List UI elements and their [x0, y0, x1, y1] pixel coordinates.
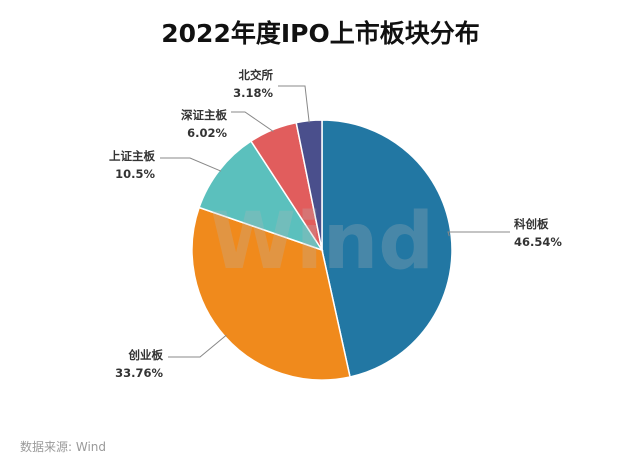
leader-line	[447, 231, 510, 237]
slice-value-label: 10.5%	[115, 167, 155, 181]
leader-line	[231, 111, 274, 133]
slice-label: 上证主板	[109, 149, 155, 163]
source-note: 数据来源: Wind	[20, 440, 107, 454]
chart-title: 2022年度IPO上市板块分布	[161, 19, 480, 48]
slice-labels: 科创板 46.54% 创业板 33.76% 上证主板 10.5% 深证主板 6.02% 北交所 3…	[109, 68, 562, 380]
pie-slices	[191, 119, 453, 381]
leader-line	[168, 334, 227, 358]
slice-value-label: 6.02%	[187, 126, 227, 140]
slice-label: 深证主板	[181, 108, 227, 122]
slice-label: 科创板	[514, 217, 549, 231]
slice-value-label: 3.18%	[233, 86, 273, 100]
watermark: Wind	[210, 197, 434, 287]
leader-line	[278, 85, 310, 123]
slice-label: 北交所	[239, 68, 274, 82]
slice-value-label: 46.54%	[514, 235, 562, 249]
pie-slice	[321, 119, 453, 378]
slice-value-label: 33.76%	[115, 366, 163, 380]
leader-line	[160, 157, 222, 172]
slice-label: 创业板	[128, 348, 164, 362]
